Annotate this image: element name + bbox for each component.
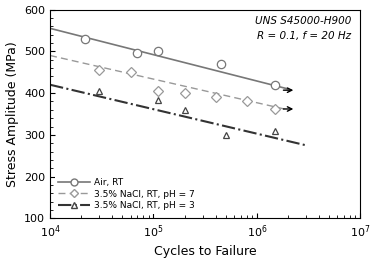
Text: UNS S45000-H900
R = 0.1, f = 20 Hz: UNS S45000-H900 R = 0.1, f = 20 Hz (255, 16, 351, 41)
Y-axis label: Stress Amplitude (MPa): Stress Amplitude (MPa) (6, 41, 18, 187)
X-axis label: Cycles to Failure: Cycles to Failure (154, 246, 256, 258)
Legend: Air, RT, 3.5% NaCl, RT, pH = 7, 3.5% NaCl, RT, pH = 3: Air, RT, 3.5% NaCl, RT, pH = 7, 3.5% NaC… (55, 174, 199, 214)
